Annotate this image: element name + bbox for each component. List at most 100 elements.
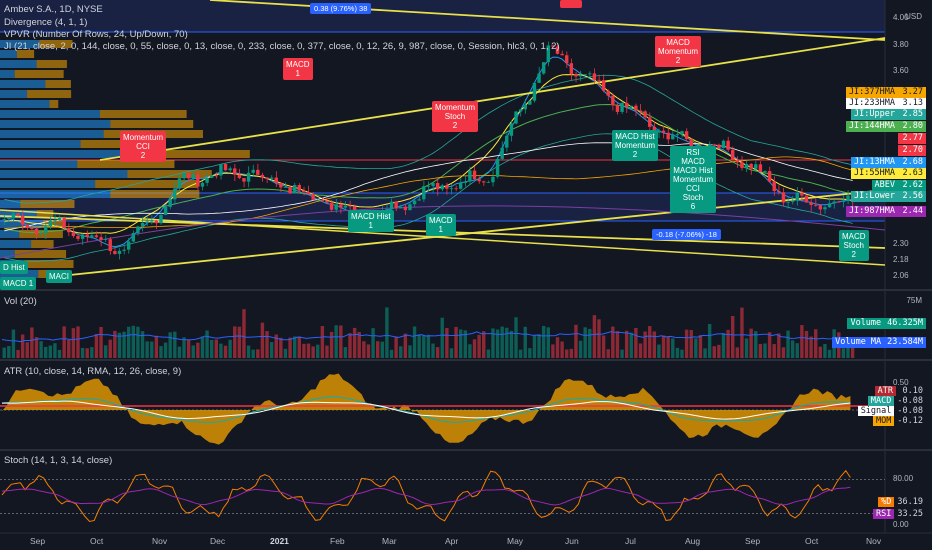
indicator-divergence[interactable]: Divergence (4, 1, 1) xyxy=(4,17,88,28)
candle-body xyxy=(758,164,763,172)
candle-body xyxy=(292,185,297,194)
price-tag: JI:377HMA 3.27 xyxy=(845,87,926,98)
x-axis-label: Sep xyxy=(30,536,46,546)
volume-bar xyxy=(624,330,629,358)
x-axis-label: Sep xyxy=(745,536,761,546)
vpvr-up-bar xyxy=(0,70,15,78)
volume-bar xyxy=(205,330,209,358)
vpvr-down-bar xyxy=(126,150,250,158)
candle-body xyxy=(744,164,749,168)
signal-macd-top: MACD 1 xyxy=(283,58,313,80)
volume-bar xyxy=(163,342,168,358)
volume-bar xyxy=(652,331,657,358)
volume-bar xyxy=(339,325,343,358)
volume-bar xyxy=(795,343,799,358)
volume-bar xyxy=(592,315,597,358)
candle-body xyxy=(320,199,325,201)
vpvr-down-bar xyxy=(24,260,74,268)
candle-body xyxy=(182,173,186,179)
candle-body xyxy=(638,110,643,112)
candle-body xyxy=(740,162,744,168)
signal-top-marker xyxy=(560,0,582,8)
price-tag-value: 2.80 xyxy=(898,121,926,132)
price-axis-label: 2.06 xyxy=(893,271,909,280)
volume-bar xyxy=(334,325,338,358)
candle-body xyxy=(57,218,62,221)
candle-body xyxy=(537,73,541,83)
vpvr-down-bar xyxy=(95,180,198,188)
volume-title[interactable]: Vol (20) xyxy=(4,296,37,307)
atr-axis-label: 0.50 xyxy=(893,378,909,387)
atr-tag: MACD -0.08 xyxy=(867,396,926,406)
top-zone xyxy=(0,0,885,32)
volume-bar xyxy=(606,349,610,358)
signal-left-hist: D Hist xyxy=(0,261,28,274)
candle-body xyxy=(150,220,154,222)
volume-bar xyxy=(223,345,228,358)
candle-body xyxy=(818,205,823,210)
candle-body xyxy=(7,218,11,220)
volume-bar xyxy=(320,325,325,358)
candle-body xyxy=(11,213,16,219)
volume-bar xyxy=(311,346,315,358)
indicator-vpvr[interactable]: VPVR (Number Of Rows, 24, Up/Down, 70) xyxy=(4,29,188,40)
price-tag-name: JI:377HMA xyxy=(845,87,898,98)
volume-bar xyxy=(537,334,541,358)
candle-body xyxy=(62,218,66,229)
volume-bar xyxy=(233,326,237,358)
vpvr-down-bar xyxy=(14,70,64,78)
volume-ma-tag-name: Volume MA xyxy=(832,337,885,348)
candle-body xyxy=(800,192,804,196)
volume-bar xyxy=(90,347,94,358)
candle-body xyxy=(214,175,219,177)
candle-body xyxy=(652,126,657,133)
candle-body xyxy=(209,175,214,178)
stoch-axis-label: 80.00 xyxy=(893,474,914,484)
candle-body xyxy=(20,215,25,225)
candle-body xyxy=(569,63,574,74)
volume-bar xyxy=(182,337,186,358)
volume-bar xyxy=(228,339,232,358)
volume-bar xyxy=(2,347,6,358)
indicator-ji[interactable]: JI (21, close, 2, 0, 144, close, 0, 55, … xyxy=(4,41,560,52)
candle-body xyxy=(186,173,191,179)
atr-title[interactable]: ATR (10, close, 14, RMA, 12, 26, close, … xyxy=(4,366,182,377)
candle-body xyxy=(777,191,781,193)
volume-bar xyxy=(482,331,486,358)
candle-body xyxy=(772,181,776,192)
vpvr-down-bar xyxy=(14,250,67,258)
volume-bars xyxy=(1,307,855,358)
vpvr-up-bar xyxy=(0,130,104,138)
price-tag: 2.77 xyxy=(898,133,926,144)
candle-body xyxy=(297,185,302,191)
volume-bar xyxy=(569,348,574,358)
volume-bar xyxy=(454,326,458,358)
volume-bar xyxy=(431,343,435,358)
candle-body xyxy=(763,171,767,172)
signal-multi: RSI MACD MACD Hist Momentum CCI Stoch 6 xyxy=(670,146,717,213)
volume-bar xyxy=(814,329,818,358)
volume-bar xyxy=(306,343,311,358)
candle-body xyxy=(597,79,601,81)
x-axis-label: Nov xyxy=(866,536,882,546)
volume-bar xyxy=(371,328,375,358)
volume-bar xyxy=(385,307,389,358)
candle-body xyxy=(588,73,592,75)
volume-bar xyxy=(269,342,274,358)
candle-body xyxy=(555,46,560,54)
candle-body xyxy=(684,131,689,140)
volume-bar xyxy=(615,331,620,358)
volume-bar xyxy=(675,347,680,358)
stoch-title[interactable]: Stoch (14, 1, 3, 14, close) xyxy=(4,455,113,466)
volume-bar xyxy=(34,337,39,358)
volume-bar xyxy=(122,331,126,358)
candle-body xyxy=(85,234,89,237)
vpvr-up-bar xyxy=(0,150,127,158)
volume-bar xyxy=(76,326,80,358)
candle-body xyxy=(606,90,610,96)
x-axis-label: May xyxy=(507,536,524,546)
vpvr-up-bar xyxy=(0,110,100,118)
candle-body xyxy=(601,80,606,91)
vpvr-up-bar xyxy=(0,230,20,238)
